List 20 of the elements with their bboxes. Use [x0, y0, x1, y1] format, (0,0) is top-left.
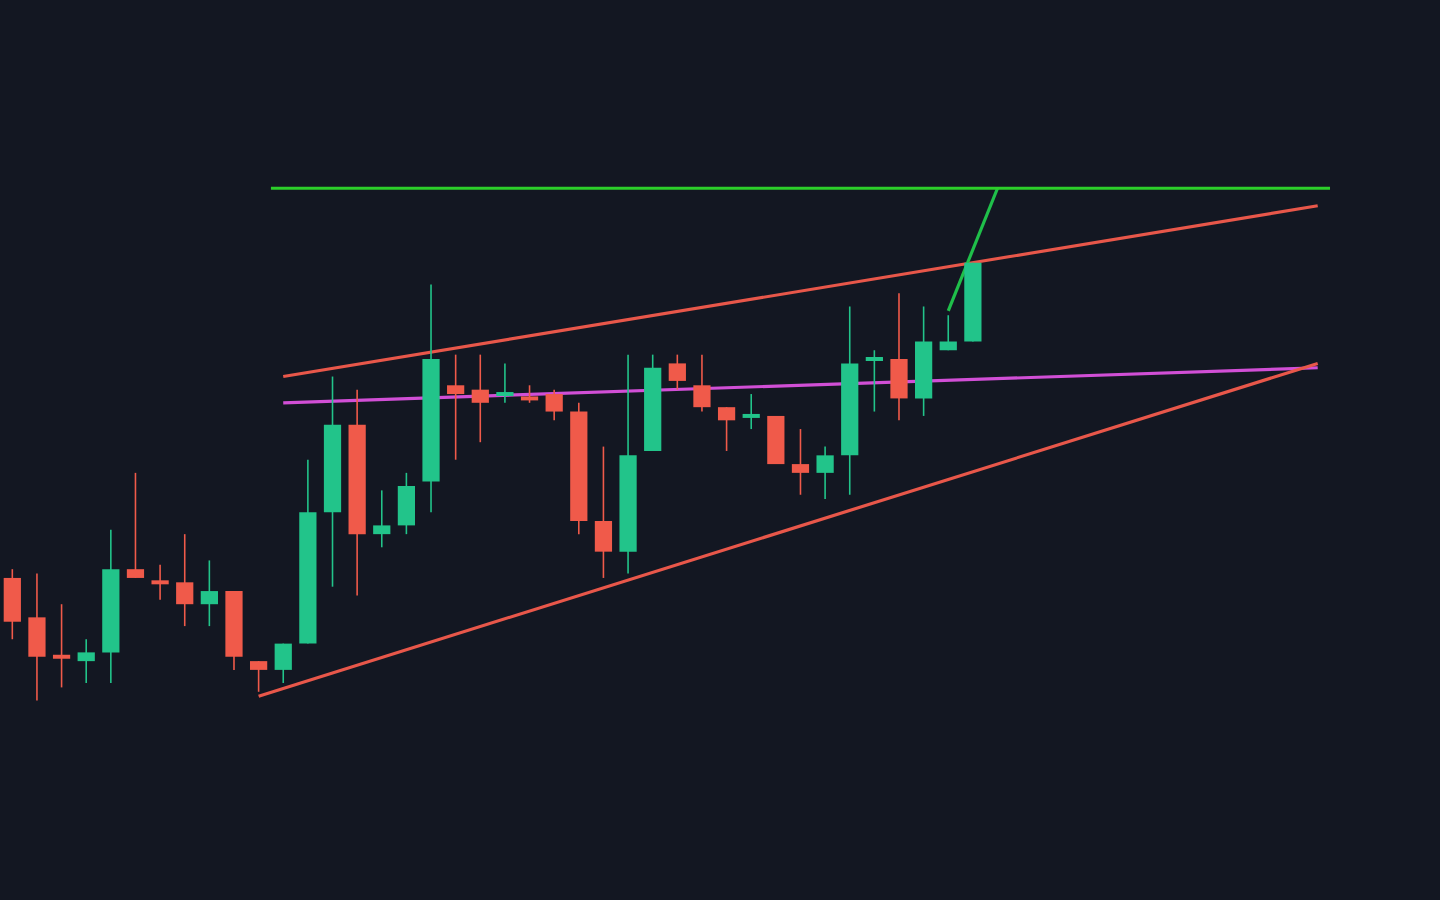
candlestick [890, 292, 908, 422]
candlestick [693, 353, 711, 413]
candlestick [28, 572, 46, 702]
candlestick [200, 559, 218, 627]
candlestick [3, 568, 21, 641]
candlestick [447, 353, 465, 461]
candlestick [791, 428, 810, 496]
candlestick [939, 314, 957, 352]
candlestick [373, 489, 391, 549]
candlestick [126, 472, 145, 579]
candlestick [545, 388, 563, 422]
candlestick [176, 533, 194, 627]
candlestick [397, 472, 416, 535]
candlestick [77, 638, 95, 684]
candlestick [717, 406, 736, 452]
candlestick [274, 642, 292, 684]
candlestick [816, 445, 834, 500]
candlestick [668, 353, 686, 391]
candlestick [471, 353, 489, 443]
candlestick [594, 445, 613, 579]
